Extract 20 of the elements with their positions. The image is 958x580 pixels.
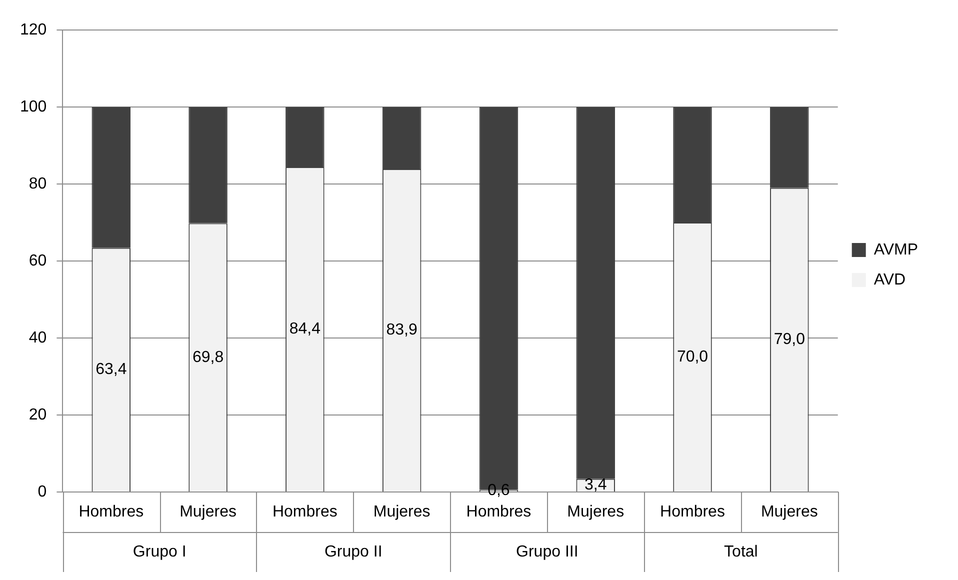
legend-label: AVMP	[874, 241, 918, 258]
y-tick-label: 80	[28, 175, 47, 192]
text: Total	[724, 543, 758, 560]
legend-label: AVD	[874, 271, 906, 288]
data-label: 84,4	[289, 320, 321, 338]
y-tick-label: 0	[38, 483, 47, 500]
data-label: 69,8	[192, 348, 224, 366]
text: Grupo I	[132, 543, 186, 560]
data-label: 79,0	[774, 331, 806, 348]
data-label: 63,4	[96, 361, 127, 378]
y-tick-label: 40	[28, 329, 47, 346]
text: Grupo II	[324, 543, 382, 560]
y-tick-label: 60	[28, 252, 47, 270]
y-tick-label: 20	[28, 406, 47, 424]
y-tick-label: 100	[20, 98, 47, 116]
text: Grupo III	[516, 543, 578, 560]
data-label: 83,9	[386, 322, 418, 339]
data-label: 3,4	[584, 476, 607, 494]
data-label: 70,0	[676, 348, 708, 366]
y-tick-label: 120	[20, 21, 47, 38]
